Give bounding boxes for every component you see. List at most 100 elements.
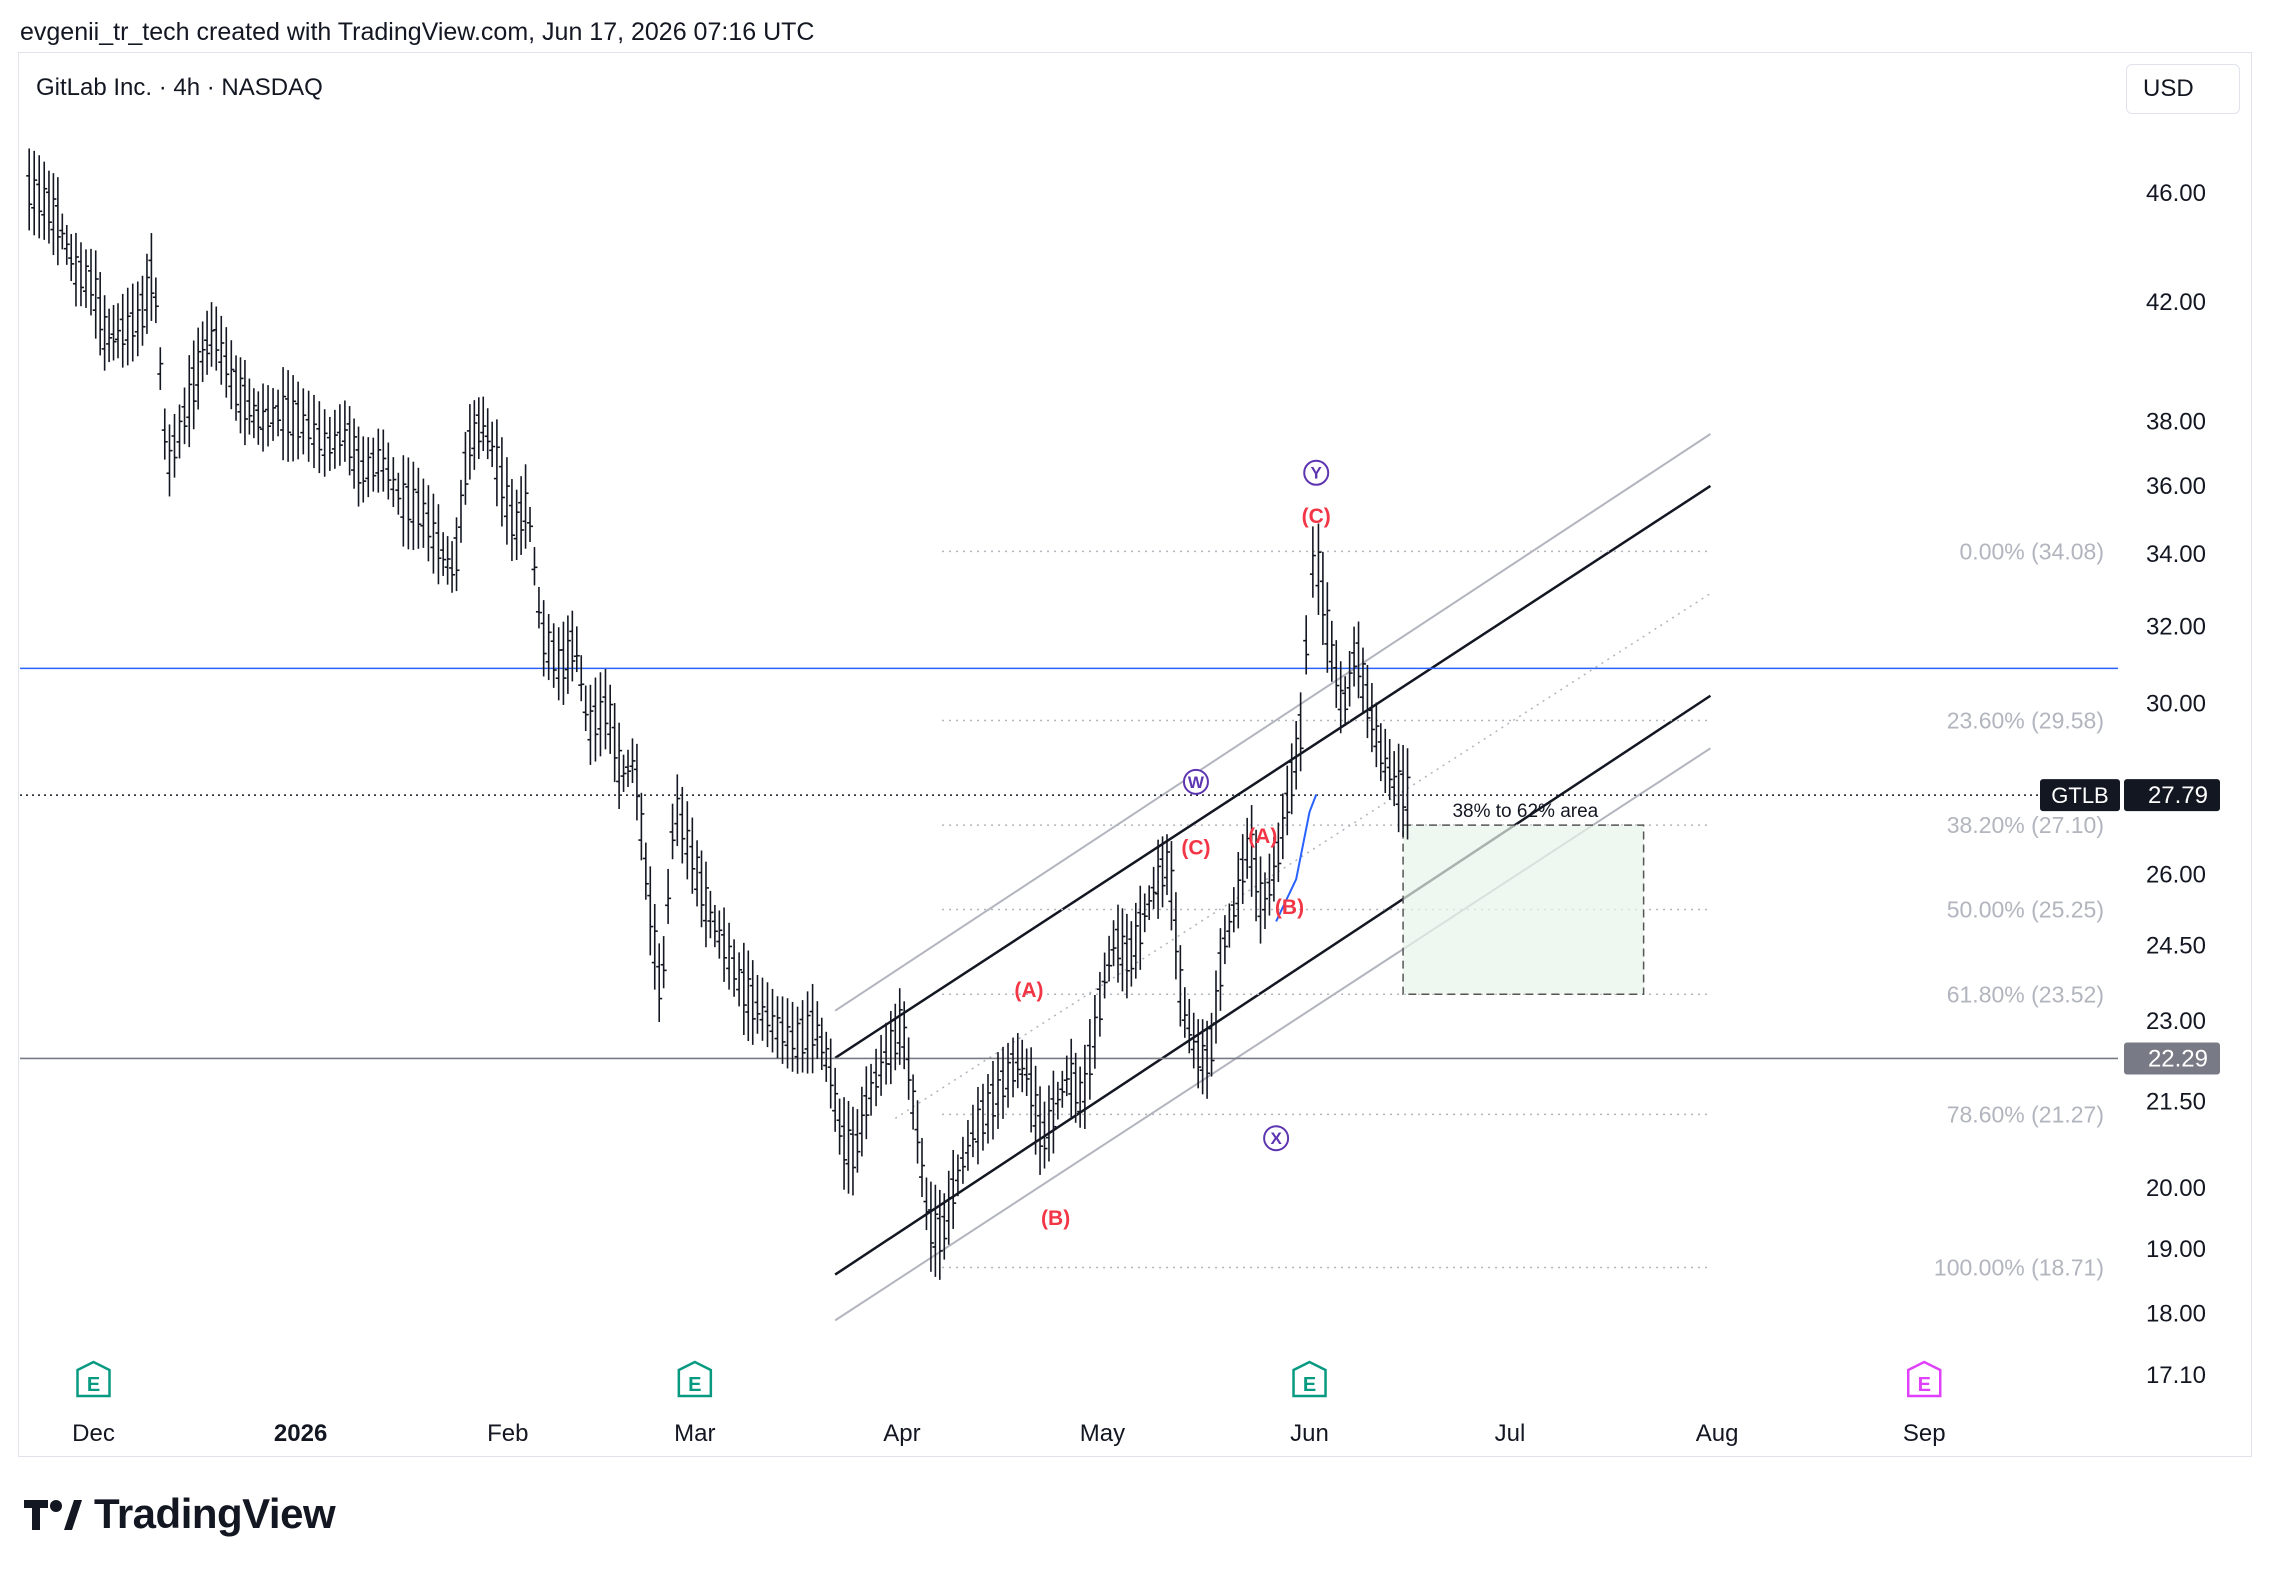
price-bar — [415, 467, 422, 549]
x-axis-tick-label: Mar — [674, 1420, 715, 1447]
channel-lower-line — [834, 694, 1712, 1276]
price-bar — [213, 306, 220, 371]
price-bar — [444, 536, 451, 585]
price-bar — [1395, 743, 1402, 833]
price-bar — [638, 792, 645, 861]
price-bar — [493, 419, 500, 507]
price-bar — [1275, 822, 1282, 883]
price-bar — [1221, 915, 1228, 965]
price-bar — [290, 375, 297, 462]
price-bar — [54, 177, 61, 266]
price-bar — [1212, 970, 1219, 1044]
x-axis-tick-label: Feb — [487, 1420, 528, 1447]
price-bar — [1368, 683, 1375, 753]
price-bar — [1045, 1085, 1052, 1162]
last-price-badge — [2124, 779, 2220, 812]
price-bar — [1337, 661, 1344, 734]
fib-level-label: 50.00% (25.25) — [1947, 897, 2104, 923]
price-bar — [740, 942, 747, 1036]
price-bar — [326, 416, 333, 471]
price-bar — [484, 408, 491, 460]
price-bar — [660, 936, 667, 989]
fib-level-label: 0.00% (34.08) — [1960, 538, 2104, 564]
price-bar — [745, 950, 752, 1041]
price-bar — [910, 1074, 917, 1130]
price-bar — [223, 327, 230, 398]
price-bar — [425, 485, 432, 562]
wave-label-circle — [1182, 768, 1209, 795]
currency-selector[interactable]: USD — [2126, 64, 2240, 114]
price-bar — [1063, 1055, 1070, 1097]
price-bar — [285, 370, 292, 462]
symbol-title[interactable]: GitLab Inc. · 4h · NASDAQ — [36, 74, 323, 101]
price-bar — [774, 996, 781, 1059]
price-bar — [587, 684, 594, 765]
price-bar — [633, 743, 640, 821]
price-bar — [218, 315, 225, 385]
price-bar — [336, 404, 343, 466]
y-axis-tick-label: 46.00 — [2146, 180, 2206, 207]
price-bar — [365, 437, 372, 498]
y-axis-tick-label: 30.00 — [2146, 691, 2206, 718]
price-bar — [1293, 720, 1300, 790]
price-bar — [310, 394, 317, 469]
symbol-badge — [2040, 779, 2120, 812]
price-bar — [395, 472, 402, 515]
y-axis-tick-label: 36.00 — [2146, 473, 2206, 500]
price-bar — [280, 367, 287, 461]
price-bar — [355, 426, 362, 507]
price-bar — [1054, 1081, 1061, 1120]
dividend-marker-shape — [1906, 1360, 1942, 1398]
wave-label-c: (C) — [1302, 505, 1331, 528]
price-bar — [1163, 834, 1170, 896]
price-bar — [199, 321, 206, 383]
price-bar — [260, 383, 267, 452]
support-price-badge — [2124, 1042, 2220, 1075]
y-axis-tick-label: 18.00 — [2146, 1301, 2206, 1328]
price-bar — [1190, 1012, 1197, 1069]
price-bar — [250, 388, 257, 439]
wave-label-b: (B) — [1041, 1207, 1070, 1230]
price-bar — [679, 786, 686, 864]
price-bar — [1244, 817, 1251, 879]
price-bar — [157, 347, 164, 390]
price-bar — [642, 842, 649, 900]
price-chart[interactable]: 0.00% (34.08) 23.60% (29.58) 38.20% (27.10… — [0, 0, 2272, 1480]
target-zone-label: 38% to 62% area — [1452, 801, 1598, 822]
price-bar — [736, 952, 743, 1007]
price-bar — [1315, 523, 1322, 615]
price-bar — [1132, 902, 1139, 979]
price-bar — [832, 1067, 839, 1132]
price-bar — [1377, 723, 1384, 782]
price-bar — [440, 532, 447, 576]
price-bar — [208, 302, 215, 367]
price-bar — [573, 626, 580, 673]
price-bar — [883, 1022, 890, 1085]
price-bar — [420, 478, 427, 548]
price-bar — [161, 408, 168, 460]
price-bar — [1000, 1046, 1007, 1119]
price-bar — [749, 960, 756, 1045]
price-bar — [582, 685, 589, 732]
price-bar — [827, 1038, 834, 1109]
price-bar — [901, 1001, 908, 1070]
tradingview-logo-icon — [24, 1496, 82, 1532]
price-bar — [1288, 743, 1295, 815]
price-bar — [68, 233, 75, 282]
price-bar — [457, 479, 464, 543]
price-bar — [836, 1098, 843, 1155]
price-bar — [471, 400, 478, 470]
tradingview-brand[interactable]: TradingView — [24, 1490, 336, 1538]
price-bar — [1328, 620, 1335, 682]
wave-label-a: (A) — [1014, 979, 1043, 1002]
price-bar — [629, 738, 636, 784]
price-bar — [295, 381, 302, 460]
price-bar — [430, 493, 437, 574]
price-bar — [849, 1106, 856, 1196]
currency-label: USD — [2143, 75, 2194, 102]
price-bar — [769, 988, 776, 1053]
price-bar — [1101, 952, 1108, 999]
price-bar — [410, 461, 417, 550]
price-bar — [684, 801, 691, 880]
price-bar — [1297, 692, 1304, 772]
